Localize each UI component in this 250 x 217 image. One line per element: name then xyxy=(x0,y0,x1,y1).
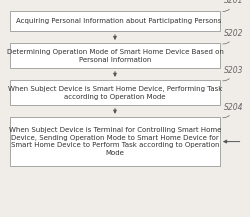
Text: Acquiring Personal Information about Participating Persons: Acquiring Personal Information about Par… xyxy=(16,18,222,24)
FancyBboxPatch shape xyxy=(10,43,220,68)
Text: When Subject Device is Terminal for Controlling Smart Home
Device, Sending Opera: When Subject Device is Terminal for Cont… xyxy=(9,127,221,156)
FancyBboxPatch shape xyxy=(10,117,220,166)
Text: S203: S203 xyxy=(224,66,244,75)
FancyBboxPatch shape xyxy=(10,80,220,105)
Text: When Subject Device is Smart Home Device, Performing Task
according to Operation: When Subject Device is Smart Home Device… xyxy=(8,86,222,100)
Text: S202: S202 xyxy=(224,29,244,38)
Text: S201: S201 xyxy=(224,0,244,5)
Text: S204: S204 xyxy=(224,103,244,112)
FancyBboxPatch shape xyxy=(10,11,220,31)
Text: Determining Operation Mode of Smart Home Device Based on
Personal Information: Determining Operation Mode of Smart Home… xyxy=(6,49,224,63)
